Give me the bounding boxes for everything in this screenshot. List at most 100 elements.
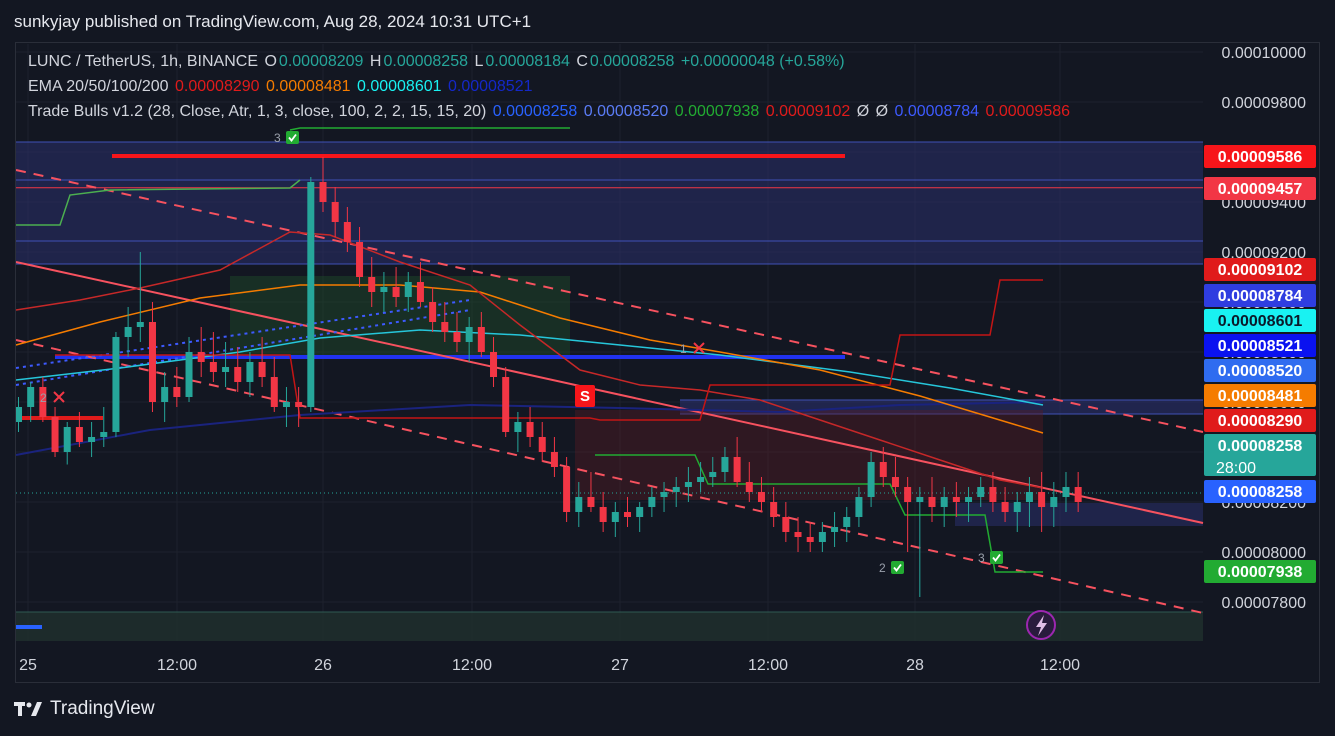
ema50-value: 0.00008481 — [266, 78, 351, 95]
check-path — [893, 563, 902, 572]
candle — [270, 377, 278, 407]
marker-label: 2 — [879, 561, 886, 575]
buy-marker: 3 — [978, 551, 1003, 565]
candle — [806, 537, 814, 542]
price-label-text: 0.00008520 — [1218, 363, 1303, 380]
price-label-bg — [1204, 145, 1316, 168]
price-label: 0.00007938 — [1204, 560, 1316, 583]
candle — [855, 497, 863, 517]
candle — [1074, 487, 1082, 502]
price-label: 0.00009586 — [1204, 145, 1316, 168]
candle — [952, 497, 960, 502]
candle — [465, 327, 473, 342]
candle — [989, 487, 997, 502]
ema-label[interactable]: EMA 20/50/100/200 — [28, 78, 169, 95]
candle — [1001, 502, 1009, 512]
trade-bulls-value: 0.00008784 — [894, 103, 984, 120]
candle — [818, 532, 826, 542]
candle — [477, 327, 485, 352]
price-label-bg — [1204, 434, 1316, 476]
y-tick-label: 0.00009200 — [1221, 245, 1306, 262]
candle — [234, 367, 242, 382]
candle — [757, 492, 765, 502]
candle — [502, 377, 510, 432]
channel-lower — [15, 339, 1204, 614]
price-label-bg — [1204, 284, 1316, 307]
candle — [453, 332, 461, 342]
candle — [733, 457, 741, 482]
published-text: sunkyjay published on TradingView.com, A… — [14, 12, 532, 31]
marker-label: 2 — [40, 391, 47, 405]
symbol-name[interactable]: LUNC / TetherUS, 1h, BINANCE — [28, 53, 259, 70]
lightning-icon — [1026, 610, 1056, 640]
buy-marker: 2 — [879, 561, 904, 575]
candle — [416, 282, 424, 302]
trailing-stop-line — [289, 127, 570, 131]
price-label: 0.00008784 — [1204, 284, 1316, 307]
candle — [636, 507, 644, 517]
price-label-text: 0.00009457 — [1218, 181, 1303, 198]
candle — [916, 497, 924, 502]
check-icon — [891, 561, 904, 574]
price-label-bg — [1204, 560, 1316, 583]
check-icon — [286, 131, 299, 144]
candle — [319, 182, 327, 202]
cross-icon — [693, 342, 705, 354]
candle — [307, 182, 315, 407]
publish-bar: sunkyjay published on TradingView.com, A… — [0, 0, 1335, 44]
candle — [891, 477, 899, 487]
candle — [75, 427, 83, 442]
trade-bulls-legend: Trade Bulls v1.2 (28, Close, Atr, 1, 3, … — [28, 103, 1074, 121]
y-tick-label: 0.00007800 — [1221, 595, 1306, 612]
price-label: 0.00008601 — [1204, 309, 1316, 332]
price-label-text: 0.00009586 — [1218, 149, 1303, 166]
price-label-bg — [1204, 258, 1316, 281]
buy-marker: 3 — [274, 131, 299, 145]
candle — [295, 402, 303, 407]
candle — [672, 487, 680, 492]
candle — [782, 517, 790, 532]
candle — [343, 222, 351, 242]
lightning-bolt — [1036, 615, 1047, 636]
price-label: 0.00008481 — [1204, 384, 1316, 407]
candle — [148, 322, 156, 402]
candle — [514, 422, 522, 432]
resistance-zone — [16, 142, 1203, 264]
sell-marker: S — [575, 385, 595, 407]
x-tick-label: 12:00 — [1040, 657, 1080, 674]
candle — [136, 322, 144, 327]
x-tick-label: 12:00 — [748, 657, 788, 674]
candle — [794, 532, 802, 537]
candle — [331, 202, 339, 222]
candle — [161, 387, 169, 402]
high-label: H — [369, 53, 382, 70]
candle — [965, 497, 973, 502]
candle — [904, 487, 912, 502]
candle — [185, 352, 193, 397]
price-label: 0.00009457 — [1204, 177, 1316, 200]
price-label-bg — [1204, 409, 1316, 432]
price-label-text: 0.00008258 — [1218, 438, 1303, 455]
price-label: 0.00008258 28:00 — [1204, 434, 1316, 477]
candle — [173, 387, 181, 397]
candle — [599, 507, 607, 522]
low-value: 0.00008184 — [485, 53, 570, 70]
candle — [1025, 492, 1033, 502]
candle — [27, 387, 35, 407]
candle — [843, 517, 851, 527]
price-label-bg — [1204, 177, 1316, 200]
price-label-bg — [1204, 309, 1316, 332]
brand-name[interactable]: TradingView — [50, 698, 155, 719]
trade-bulls-value: 0.00008520 — [583, 103, 673, 120]
candle — [100, 432, 108, 437]
candle — [550, 452, 558, 467]
x-tick-label: 25 — [19, 657, 37, 674]
low-label: L — [474, 53, 484, 70]
candle — [246, 362, 254, 382]
price-label-text: 0.00008258 — [1218, 484, 1303, 501]
sell-label: S — [580, 388, 590, 405]
trade-bulls-label[interactable]: Trade Bulls v1.2 (28, Close, Atr, 1, 3, … — [28, 103, 487, 120]
candle — [721, 457, 729, 472]
close-value: 0.00008258 — [589, 53, 675, 70]
